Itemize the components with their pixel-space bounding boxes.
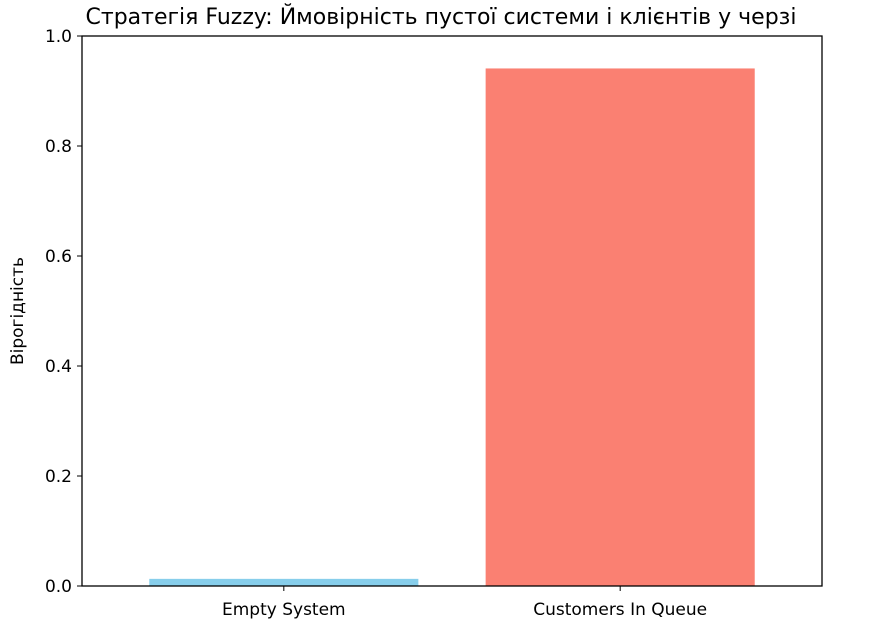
y-tick-label: 0.4 — [45, 357, 72, 377]
y-tick-label: 0.6 — [45, 247, 72, 267]
y-axis-label: Вірогідність — [8, 257, 28, 365]
bar-customers-in-queue — [485, 68, 755, 586]
plot-frame — [81, 35, 823, 587]
y-tick-label: 1.0 — [45, 27, 72, 47]
x-ticks-group: Empty System Customers In Queue — [222, 586, 707, 620]
y-tick-label: 0.0 — [45, 577, 72, 597]
x-tick-label: Empty System — [222, 600, 346, 620]
bar-empty-system — [149, 578, 419, 586]
y-tick-label: 0.2 — [45, 467, 72, 487]
y-ticks-group: 0.0 0.2 0.4 0.6 0.8 1.0 — [45, 27, 82, 597]
bars-group — [149, 68, 755, 586]
y-tick-label: 0.8 — [45, 137, 72, 157]
chart-title: Стратегія Fuzzy: Ймовірність пустої сист… — [86, 4, 797, 30]
x-tick-label: Customers In Queue — [533, 600, 707, 620]
